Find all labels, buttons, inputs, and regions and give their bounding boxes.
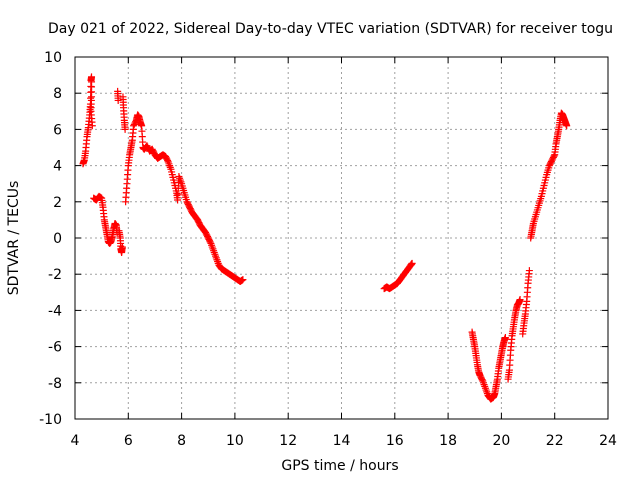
y-tick-label: 10: [44, 50, 62, 66]
x-tick-label: 14: [333, 433, 351, 449]
x-tick-label: 20: [492, 433, 510, 449]
y-tick-label: -2: [48, 267, 62, 283]
y-tick-label: -4: [48, 303, 62, 319]
x-tick-label: 16: [386, 433, 404, 449]
y-tick-label: -10: [39, 412, 62, 428]
data-point: [164, 157, 172, 165]
y-tick-label: 8: [53, 86, 62, 102]
y-tick-label: 0: [53, 231, 62, 247]
y-tick-label: -6: [48, 340, 62, 356]
x-tick-label: 8: [177, 433, 186, 449]
y-axis-ticks: -10 -8 -6 -4 -2 0 2 4 6 8 10: [39, 50, 608, 428]
x-axis-title: GPS time / hours: [281, 458, 398, 474]
data-point: [239, 276, 247, 284]
data-point: [114, 96, 122, 104]
chart-title: Day 021 of 2022, Sidereal Day-to-day VTE…: [48, 21, 613, 37]
x-tick-label: 6: [124, 433, 133, 449]
data-point: [478, 376, 486, 384]
data-point: [174, 196, 182, 204]
x-tick-label: 4: [71, 433, 80, 449]
y-tick-label: 6: [53, 122, 62, 138]
data-point: [118, 243, 126, 251]
data-point: [501, 334, 509, 342]
x-tick-label: 18: [439, 433, 457, 449]
plot-frame: [74, 56, 609, 420]
data-point: [174, 190, 182, 198]
data-point: [563, 122, 571, 130]
data-point: [206, 238, 214, 246]
data-points: [79, 73, 571, 403]
data-point: [550, 152, 558, 160]
data-point: [516, 296, 524, 304]
x-tick-label: 10: [226, 433, 244, 449]
data-point: [525, 267, 533, 275]
x-tick-label: 24: [599, 433, 617, 449]
x-tick-label: 12: [279, 433, 297, 449]
grid-lines: [75, 57, 608, 419]
data-point: [88, 122, 96, 130]
data-point: [408, 259, 416, 267]
y-axis-title: SDTVAR / TECUs: [6, 181, 22, 296]
x-tick-label: 22: [546, 433, 564, 449]
x-axis-ticks: 4 6 8 10 12 14 16 18 20 22 24: [71, 57, 617, 449]
y-tick-label: 4: [53, 159, 62, 175]
y-tick-label: 2: [53, 195, 62, 211]
y-tick-label: -8: [48, 376, 62, 392]
data-point: [121, 125, 129, 133]
